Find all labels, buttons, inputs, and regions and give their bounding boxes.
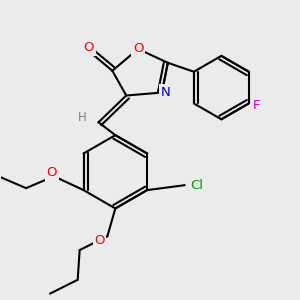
Text: F: F (253, 99, 260, 112)
Text: N: N (161, 86, 171, 99)
Text: Cl: Cl (190, 179, 203, 192)
Text: O: O (46, 166, 57, 179)
Text: O: O (94, 234, 105, 247)
Text: O: O (83, 41, 94, 55)
Text: O: O (133, 42, 143, 56)
Text: H: H (78, 111, 87, 124)
